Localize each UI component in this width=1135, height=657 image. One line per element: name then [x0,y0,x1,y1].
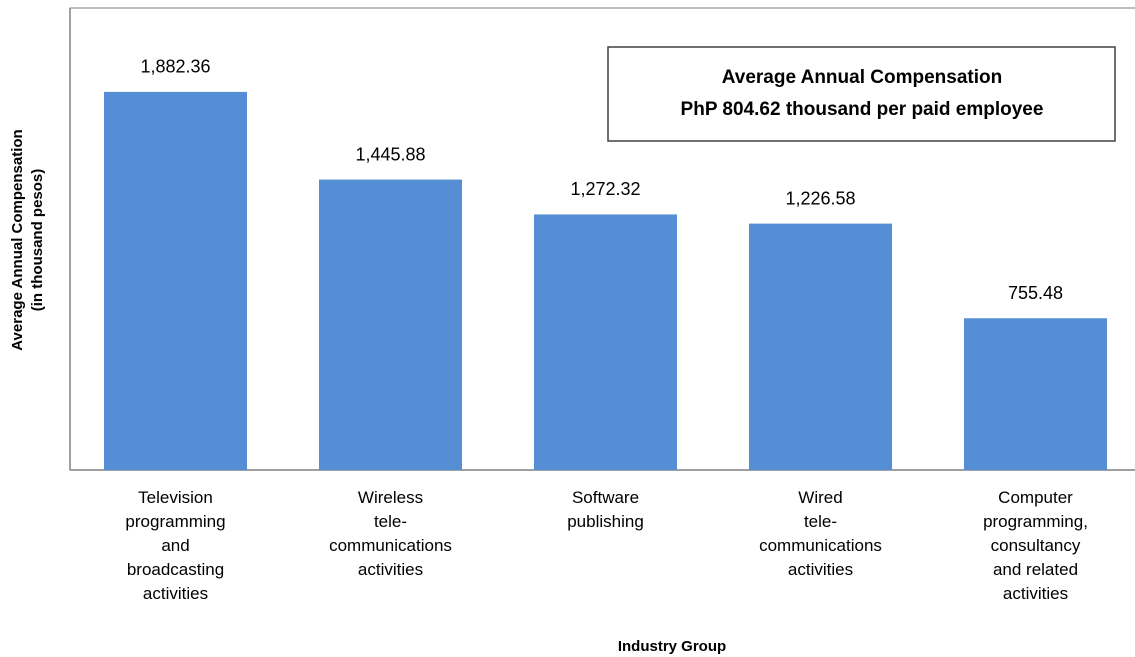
annotation-line: PhP 804.62 thousand per paid employee [681,99,1044,120]
bar [104,91,247,470]
annotation-line: Average Annual Compensation [722,67,1002,88]
value-label: 1,882.36 [140,57,210,77]
x-tick-label: Television programming and broadcasting … [125,488,226,603]
bar [534,214,677,470]
x-tick-label: Wired tele- communications activities [759,488,882,579]
bar [319,179,462,470]
value-label: 1,226.58 [785,188,855,208]
y-axis-title-line: (in thousand pesos) [29,169,46,312]
annotation-box [607,46,1116,142]
bar [749,223,892,470]
y-axis-title-line: Average Annual Compensation [9,129,26,350]
x-axis-title: Industry Group [618,638,726,655]
value-label: 1,272.32 [570,179,640,199]
value-label: 1,445.88 [355,144,425,164]
x-tick-label: Software publishing [567,488,644,531]
x-tick-label: Wireless tele- communications activities [329,488,452,579]
x-tick-label: Computer programming, consultancy and re… [983,488,1088,603]
y-axis-title: Average Annual Compensation (in thousand… [9,129,46,350]
bar [964,318,1107,470]
value-label: 755.48 [1008,283,1063,303]
